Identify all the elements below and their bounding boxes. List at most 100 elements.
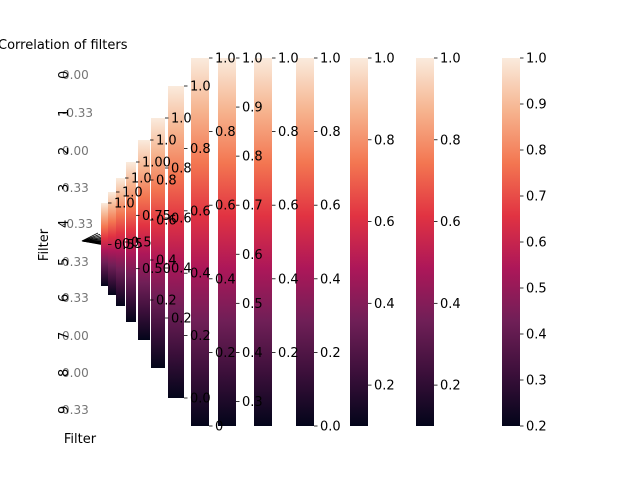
row-tick-label: 2: [57, 147, 72, 155]
colorbar-11-gradient: [116, 178, 125, 306]
colorbar-4-tick-label: 0.6: [278, 199, 299, 214]
row-tick-label: 1: [57, 109, 72, 117]
colorbar-13-tick-label: 0.5: [114, 238, 135, 253]
row-tick-label: 7: [57, 332, 72, 340]
colorbar-2-gradient: [350, 58, 368, 426]
colorbar-0-tick-label: 0.4: [526, 328, 547, 343]
colorbar-10-gradient: [126, 162, 136, 322]
colorbar-6-gradient: [191, 58, 209, 426]
colorbar-stack: 0.20.30.40.50.60.70.80.91.00.20.40.60.81…: [101, 52, 547, 435]
overlapping-value-label: 0.33: [62, 181, 89, 195]
overlapping-value-label: 0.00: [62, 68, 89, 82]
colorbar-7-tick-label: 0.0: [190, 392, 211, 407]
colorbar-4-tick-label: 0.8: [278, 125, 299, 140]
colorbar-0-tick-label: 0.2: [526, 420, 547, 435]
colorbar-8-tick-label: 0.4: [171, 262, 192, 277]
colorbar-11: 0.5 1.0: [116, 172, 152, 306]
y-axis-label: Filter: [37, 228, 52, 261]
colorbar-6-tick-label: 0: [215, 420, 223, 435]
colorbar-3-tick-label: 0.0: [320, 420, 341, 435]
colorbar-1-tick-label: 1.0: [440, 52, 461, 67]
colorbar-3-gradient: [296, 58, 314, 426]
colorbar-13: 0.5 1.0: [101, 197, 135, 286]
colorbar-2: 0.2 0.4 0.6 0.8 1.0: [350, 52, 395, 426]
row-tick-label: 9: [57, 406, 72, 414]
overlapping-value-label: 0.00: [62, 144, 89, 158]
overlapping-value-label: -0.33: [62, 106, 93, 120]
x-axis-label: Filter: [64, 432, 97, 447]
chart-title: Correlation of filters: [0, 38, 128, 53]
colorbar-0-tick-label: 0.5: [526, 282, 547, 297]
colorbar-0-tick-label: 0.8: [526, 144, 547, 159]
colorbar-5-gradient: [218, 58, 236, 426]
colorbar-12-tick-label: 1.0: [122, 186, 143, 201]
colorbar-3-tick-label: 0.4: [320, 272, 341, 287]
overlapping-value-label: 0.00: [62, 366, 89, 380]
colorbar-5-tick-label: 0.8: [242, 150, 263, 165]
colorbar-4-tick-label: 0.2: [278, 346, 299, 361]
colorbar-8-gradient: [151, 118, 165, 368]
colorbar-5-tick-label: 0.7: [242, 199, 263, 214]
overlapping-value-label: 0.33: [62, 403, 89, 417]
colorbar-3-tick-label: 0.2: [320, 346, 341, 361]
colorbar-4: 0.2 0.4 0.6 0.8 1.0: [254, 52, 299, 426]
colorbar-9-gradient: [138, 140, 150, 340]
colorbar-7-gradient: [168, 86, 184, 398]
row-tick-label: 8: [57, 369, 72, 377]
colorbar-11-tick-label: 1.0: [131, 172, 152, 187]
row-tick-label: 3: [57, 184, 72, 192]
colorbar-1-tick-label: 0.2: [440, 379, 461, 394]
colorbar-5: 0.3 0.4 0.5 0.6 0.7 0.8 0.9 1.0: [218, 52, 263, 426]
colorbar-0-gradient: [502, 58, 520, 426]
colorbar-2-tick-label: 0.2: [374, 379, 395, 394]
colorbar-0-tick-label: 0.7: [526, 190, 547, 205]
colorbar-5-tick-label: 0.4: [242, 346, 263, 361]
colorbar-5-tick-label: 0.3: [242, 395, 263, 410]
colorbar-1-tick-label: 0.8: [440, 133, 461, 148]
overlapping-value-label: 0.00: [62, 329, 89, 343]
colorbar-13-tick-label: 1.0: [114, 197, 135, 212]
colorbar-10-tick-label: 0.50: [142, 262, 171, 277]
colorbar-0-tick-label: 0.3: [526, 374, 547, 389]
colorbar-8-tick-label: 0.2: [171, 312, 192, 327]
row-tick-label: 6: [57, 294, 72, 302]
colorbar-5-tick-label: 0.9: [242, 101, 263, 116]
colorbar-0-tick-label: 0.9: [526, 98, 547, 113]
colorbar-1-tick-label: 0.4: [440, 297, 461, 312]
row-tick-label: 4: [57, 220, 72, 228]
colorbar-5-tick-label: 0.6: [242, 248, 263, 263]
colorbar-6-tick-label: 0.4: [215, 272, 236, 287]
colorbar-2-tick-label: 0.4: [374, 297, 395, 312]
colorbar-6-tick-label: 0.2: [215, 346, 236, 361]
colorbar-3-tick-label: 1.0: [320, 52, 341, 67]
colorbar-7-tick-label: 0.8: [190, 142, 211, 157]
colorbar-4-gradient: [254, 58, 272, 426]
colorbar-9-tick-label: 0.2: [156, 294, 177, 309]
colorbar-4-tick-label: 1.0: [278, 52, 299, 67]
colorbar-13-gradient: [101, 203, 108, 286]
colorbar-1: 0.2 0.4 0.6 0.8 1.0: [416, 52, 461, 426]
colorbar-3-tick-label: 0.8: [320, 125, 341, 140]
colorbar-6-tick-label: 1.0: [215, 52, 236, 67]
overlapping-value-label: 0.33: [62, 255, 89, 269]
colorbar-7-tick-label: 0.6: [190, 204, 211, 219]
colorbar-7: 0.0 0.2 0.4 0.6 0.8 1.0: [168, 80, 211, 407]
colorbar-8-tick-label: 0.6: [171, 212, 192, 227]
colorbar-1-tick-label: 0.6: [440, 215, 461, 230]
colorbar-3: 0.0 0.2 0.4 0.6 0.8 1.0: [296, 52, 341, 435]
colorbar-3-tick-label: 0.6: [320, 199, 341, 214]
colorbar-2-tick-label: 1.0: [374, 52, 395, 67]
colorbar-10-tick-label: 1.00: [142, 156, 171, 171]
colorbar-1-gradient: [416, 58, 434, 426]
colorbar-6: 0 0.2 0.4 0.6 0.8 1.0: [191, 52, 236, 435]
colorbar-9-tick-label: 0.4: [156, 254, 177, 269]
colorbar-9-tick-label: 1.0: [156, 134, 177, 149]
colorbar-9-tick-label: 0.6: [156, 214, 177, 229]
colorbar-8-tick-label: 0.8: [171, 162, 192, 177]
colorbar-9: 0.2 0.4 0.6 0.8 1.0: [138, 134, 177, 340]
colorbar-2-tick-label: 0.6: [374, 215, 395, 230]
colorbar-10: 0.50 0.75 1.00: [126, 156, 171, 322]
colorbar-5-tick-label: 1.0: [242, 52, 263, 67]
colorbar-0-tick-label: 0.6: [526, 236, 547, 251]
